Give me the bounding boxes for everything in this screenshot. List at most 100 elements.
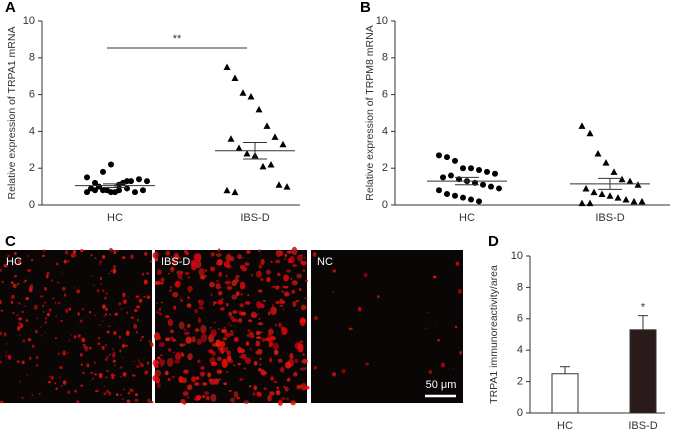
speckle: [11, 312, 16, 314]
speckle: [281, 327, 288, 336]
speckle: [105, 390, 110, 394]
y-tick-label: 2: [517, 376, 523, 388]
speckle: [232, 364, 236, 367]
data-point: [578, 122, 586, 129]
speckle: [167, 318, 174, 327]
x-tick-label: HC: [459, 212, 475, 224]
speckle: [42, 311, 45, 313]
speckle: [304, 279, 309, 282]
x-tick-label: IBS-D: [628, 420, 657, 430]
panel-label: D: [488, 233, 499, 250]
speckle: [296, 384, 300, 390]
data-point: [586, 129, 594, 137]
speckle: [270, 376, 274, 381]
speckle: [255, 270, 263, 278]
speckle: [243, 367, 246, 370]
speckle: [127, 391, 131, 395]
y-tick-label: 8: [517, 281, 523, 293]
speckle: [40, 335, 43, 337]
speckle: [279, 304, 284, 307]
speckle: [181, 353, 185, 357]
speckle: [228, 311, 232, 317]
data-point: [255, 105, 263, 113]
speckle: [146, 361, 150, 365]
speckle: [290, 400, 296, 406]
speckle: [98, 324, 101, 326]
speckle: [260, 369, 265, 374]
speckle: [184, 271, 190, 275]
speckle: [171, 375, 175, 379]
speckle: [111, 376, 115, 380]
speckle: [167, 357, 174, 367]
data-point: [460, 194, 466, 201]
speckle: [122, 339, 125, 342]
speckle: [73, 335, 77, 339]
speckle: [225, 274, 228, 278]
speckle: [458, 289, 462, 294]
speckle: [240, 353, 247, 360]
speckle: [237, 346, 242, 353]
speckle: [103, 386, 106, 388]
speckle: [240, 311, 247, 316]
micrograph: [152, 246, 310, 406]
speckle: [226, 371, 229, 374]
speckle: [94, 361, 96, 364]
speckle: [202, 382, 208, 386]
speckle: [216, 369, 223, 374]
speckle: [208, 281, 216, 288]
y-tick-label: 6: [29, 89, 35, 101]
speckle: [426, 312, 429, 314]
panel-label: B: [360, 0, 371, 16]
speckle: [21, 396, 24, 399]
speckle: [274, 285, 280, 290]
data-point: [452, 192, 458, 199]
speckle: [133, 323, 138, 329]
speckle: [7, 254, 10, 258]
speckle: [226, 302, 229, 307]
data-point: [88, 185, 94, 192]
speckle: [365, 362, 370, 366]
speckle: [108, 273, 111, 275]
speckle: [103, 315, 106, 318]
speckle: [94, 390, 99, 393]
speckle: [269, 391, 275, 396]
significance-label: *: [641, 302, 646, 314]
speckle: [39, 392, 41, 395]
speckle: [250, 273, 254, 277]
speckle: [27, 338, 32, 342]
speckle: [215, 253, 222, 257]
speckle: [229, 324, 232, 327]
speckle: [300, 260, 304, 265]
speckle: [91, 377, 95, 380]
speckle: [269, 335, 276, 341]
speckle: [172, 292, 179, 298]
speckle: [259, 357, 262, 361]
speckle: [284, 386, 289, 392]
speckle: [27, 269, 32, 272]
speckle: [170, 286, 173, 289]
speckle: [187, 276, 190, 279]
speckle: [440, 362, 445, 368]
micrograph-background: [311, 250, 463, 403]
speckle: [138, 359, 140, 362]
speckle: [261, 337, 266, 343]
speckle: [272, 285, 275, 288]
speckle: [268, 340, 274, 347]
speckle: [183, 369, 189, 374]
speckle: [0, 331, 3, 336]
speckle: [198, 306, 204, 310]
speckle: [23, 281, 26, 283]
speckle: [44, 287, 47, 291]
speckle: [24, 305, 27, 307]
speckle: [74, 286, 76, 289]
speckle: [299, 318, 307, 324]
speckle: [178, 321, 185, 330]
speckle: [229, 332, 235, 336]
speckle: [279, 250, 283, 256]
speckle: [98, 372, 103, 379]
speckle: [57, 281, 60, 284]
speckle: [231, 318, 238, 323]
speckle: [116, 393, 119, 397]
speckle: [138, 298, 143, 303]
speckle: [1, 280, 4, 284]
